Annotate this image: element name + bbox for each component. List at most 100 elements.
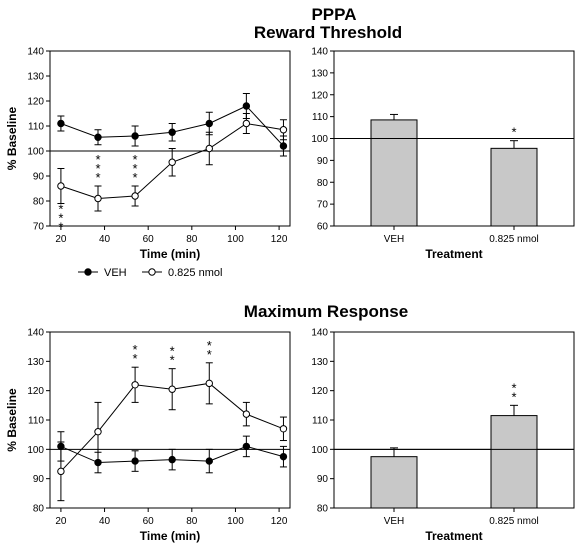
data-point-drug <box>168 385 176 393</box>
data-point-drug <box>279 126 288 134</box>
data-point-drug <box>168 158 176 166</box>
data-point-drug <box>242 410 251 418</box>
significance-star: * <box>133 170 138 185</box>
y-tick-label: 70 <box>317 200 329 211</box>
y-tick-label: 110 <box>28 416 44 427</box>
y-tick-label: 70 <box>33 222 45 233</box>
legend: VEH 0.825 nmol <box>78 267 222 279</box>
legend-veh-marker <box>84 268 92 276</box>
data-point-veh <box>168 128 176 136</box>
data-point-veh <box>242 102 251 110</box>
x-tick-label: 60 <box>143 516 155 527</box>
significance-star: * <box>58 211 63 226</box>
x-axis-label: Treatment <box>425 529 482 543</box>
x-tick-label: 40 <box>99 516 111 527</box>
y-tick-label: 130 <box>27 72 44 83</box>
data-point-drug <box>131 381 139 389</box>
y-tick-label: 60 <box>317 222 329 233</box>
data-point-veh <box>57 119 65 128</box>
legend-drug-label: 0.825 nmol <box>168 267 222 279</box>
x-tick-label: VEH <box>384 516 405 527</box>
data-point-drug <box>131 192 139 200</box>
y-tick-label: 80 <box>33 504 45 515</box>
significance-star: * <box>133 351 138 366</box>
maxresp-time-chart: 80 90 100 110 120 130 140 % Baseline Time (min) 2… <box>5 328 291 543</box>
bar-drug <box>490 147 538 227</box>
significance-star: * <box>511 380 516 395</box>
x-tick-label: 120 <box>271 516 288 527</box>
panel-title-maximum-response: Maximum Response <box>244 302 408 321</box>
data-point-drug <box>57 182 65 190</box>
plot-frame <box>49 50 291 227</box>
y-tick-label: 140 <box>27 328 44 339</box>
y-tick-label: 90 <box>317 156 329 167</box>
y-tick-label: 110 <box>312 112 328 123</box>
y-tick-label: 90 <box>317 474 329 485</box>
significance-marker: * <box>511 125 516 140</box>
y-tick-label: 90 <box>33 474 45 485</box>
data-point-veh <box>94 133 102 141</box>
significance-marker: ** <box>170 344 175 368</box>
bar-veh <box>370 456 418 509</box>
x-axis-label: Time (min) <box>140 247 200 261</box>
data-point-drug <box>205 144 213 153</box>
x-tick-label: 100 <box>227 234 244 245</box>
plot-frame <box>333 331 575 509</box>
significance-marker: ** <box>133 342 138 366</box>
y-tick-label: 100 <box>27 445 44 456</box>
significance-star: * <box>133 342 138 357</box>
significance-marker: ** <box>511 380 516 404</box>
significance-marker: *** <box>95 152 100 185</box>
bar-drug <box>490 415 538 509</box>
y-tick-label: 110 <box>312 416 328 427</box>
data-point-veh <box>168 455 176 464</box>
significance-star: * <box>95 161 100 176</box>
x-tick-label: 20 <box>55 516 67 527</box>
y-tick-label: 80 <box>317 178 329 189</box>
y-tick-label: 130 <box>27 357 44 368</box>
data-point-drug <box>242 119 251 128</box>
x-tick-label: 80 <box>186 516 198 527</box>
y-tick-label: 130 <box>311 68 328 79</box>
y-tick-label: 90 <box>33 172 45 183</box>
y-tick-label: 100 <box>311 445 328 456</box>
data-point-drug <box>57 467 65 476</box>
y-tick-label: 140 <box>311 47 328 58</box>
significance-star: * <box>170 353 175 368</box>
legend-veh-label: VEH <box>104 267 127 279</box>
data-point-veh <box>279 452 288 461</box>
legend-drug-marker <box>148 268 156 276</box>
x-tick-label: 40 <box>99 234 111 245</box>
y-axis-label: % Baseline <box>5 388 19 452</box>
y-tick-label: 120 <box>27 97 44 108</box>
significance-marker: ** <box>207 338 212 362</box>
x-axis-label: Time (min) <box>140 529 200 543</box>
y-tick-label: 140 <box>311 328 328 339</box>
significance-star: * <box>207 338 212 353</box>
data-point-veh <box>131 457 139 465</box>
y-tick-label: 80 <box>33 197 45 208</box>
y-tick-label: 140 <box>27 47 44 58</box>
x-tick-label: VEH <box>384 234 405 245</box>
significance-star: * <box>170 344 175 359</box>
x-tick-label: 60 <box>143 234 155 245</box>
significance-star: * <box>95 152 100 167</box>
significance-star: * <box>207 347 212 362</box>
x-tick-label: 0.825 nmol <box>489 234 538 245</box>
y-tick-label: 100 <box>27 147 44 158</box>
significance-marker: *** <box>58 202 63 235</box>
x-tick-label: 100 <box>227 516 244 527</box>
y-tick-label: 120 <box>311 90 328 101</box>
y-tick-label: 110 <box>28 122 44 133</box>
significance-star: * <box>511 389 516 404</box>
y-tick-label: 100 <box>311 134 328 145</box>
data-point-veh <box>279 142 288 150</box>
data-point-drug <box>279 425 288 433</box>
significance-star: * <box>58 220 63 235</box>
y-tick-label: 120 <box>27 386 44 397</box>
x-tick-label: 0.825 nmol <box>489 516 538 527</box>
x-tick-label: 80 <box>186 234 198 245</box>
x-tick-label: 20 <box>55 234 67 245</box>
threshold-time-chart: 70 80 90 100 110 120 130 140 % Baseline Time (min… <box>5 47 291 261</box>
